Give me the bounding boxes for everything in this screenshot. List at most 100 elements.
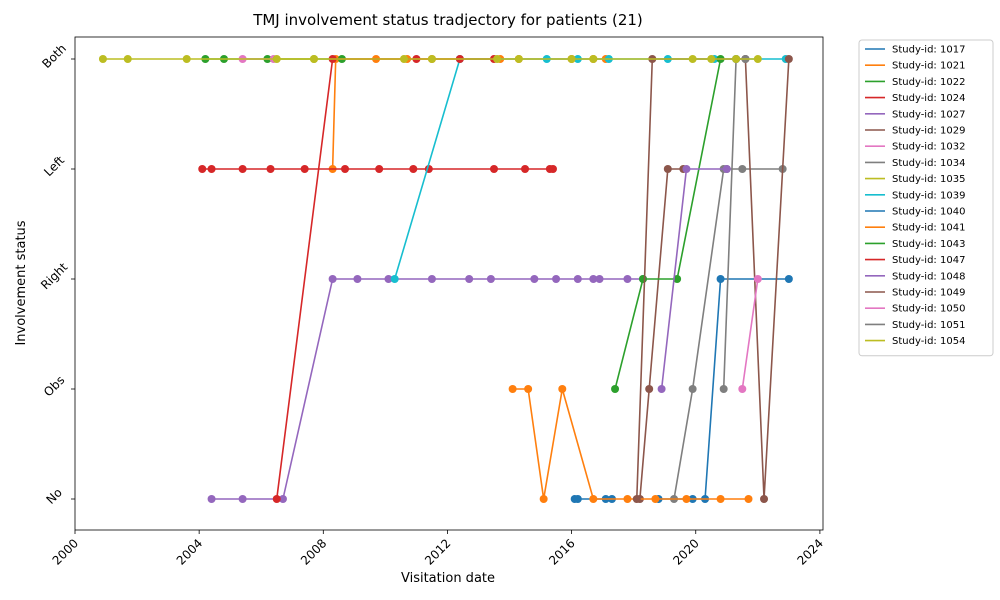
- data-point: [508, 385, 517, 393]
- series-1054: [98, 55, 762, 63]
- data-point: [784, 55, 793, 63]
- data-point: [558, 385, 567, 393]
- data-point: [760, 495, 769, 503]
- data-point: [300, 165, 309, 173]
- legend-label: Study-id: 1050: [892, 304, 965, 315]
- data-point: [530, 275, 539, 283]
- x-axis-title: Visitation date: [401, 571, 495, 586]
- data-point: [427, 275, 436, 283]
- legend-label: Study-id: 1047: [892, 255, 965, 266]
- data-point: [589, 275, 598, 283]
- data-point: [589, 495, 598, 503]
- data-point: [486, 275, 495, 283]
- data-point: [539, 495, 548, 503]
- data-point: [688, 385, 697, 393]
- data-point: [238, 165, 247, 173]
- legend-label: Study-id: 1043: [892, 239, 965, 250]
- data-point: [272, 495, 281, 503]
- legend-label: Study-id: 1048: [892, 271, 965, 282]
- data-point: [732, 55, 741, 63]
- data-point: [682, 165, 691, 173]
- data-point: [384, 275, 393, 283]
- legend-label: Study-id: 1035: [892, 174, 965, 185]
- legend-label: Study-id: 1040: [892, 207, 965, 218]
- series-layer: [98, 55, 793, 503]
- data-point: [198, 165, 207, 173]
- data-point: [567, 55, 576, 63]
- data-point: [548, 165, 557, 173]
- data-point: [309, 55, 318, 63]
- y-axis-title: Involvement status: [14, 220, 29, 345]
- data-point: [573, 495, 582, 503]
- legend-label: Study-id: 1032: [892, 142, 965, 153]
- data-point: [716, 495, 725, 503]
- data-point: [707, 55, 716, 63]
- series-1024: [198, 165, 557, 173]
- data-point: [328, 275, 337, 283]
- legend-label: Study-id: 1027: [892, 109, 965, 120]
- legend-label: Study-id: 1039: [892, 190, 965, 201]
- data-point: [744, 495, 753, 503]
- data-point: [611, 385, 620, 393]
- data-point: [722, 165, 731, 173]
- data-point: [341, 165, 350, 173]
- data-point: [638, 275, 647, 283]
- series-1048: [657, 165, 731, 393]
- data-point: [673, 275, 682, 283]
- data-point: [663, 165, 672, 173]
- legend-label: Study-id: 1024: [892, 93, 965, 104]
- legend-label: Study-id: 1051: [892, 320, 965, 331]
- data-point: [493, 55, 502, 63]
- data-point: [753, 55, 762, 63]
- data-point: [682, 495, 691, 503]
- data-point: [738, 385, 747, 393]
- series-1050: [738, 275, 762, 393]
- data-point: [753, 275, 762, 283]
- data-point: [465, 275, 474, 283]
- data-point: [266, 165, 275, 173]
- data-point: [552, 275, 561, 283]
- series-line: [741, 278, 759, 390]
- data-point: [521, 165, 530, 173]
- data-point: [409, 165, 418, 173]
- data-point: [623, 275, 632, 283]
- data-point: [427, 55, 436, 63]
- legend-label: Study-id: 1021: [892, 61, 965, 72]
- data-point: [738, 165, 747, 173]
- data-point: [719, 385, 728, 393]
- legend-label: Study-id: 1054: [892, 336, 965, 347]
- data-point: [278, 495, 287, 503]
- data-point: [390, 275, 399, 283]
- chart-title: TMJ involvement status tradjectory for p…: [252, 11, 643, 29]
- data-point: [524, 385, 533, 393]
- data-point: [353, 275, 362, 283]
- series-1027: [207, 275, 647, 503]
- legend-label: Study-id: 1022: [892, 77, 965, 88]
- series-line: [512, 388, 749, 500]
- data-point: [623, 495, 632, 503]
- data-point: [238, 495, 247, 503]
- data-point: [573, 275, 582, 283]
- data-point: [645, 385, 654, 393]
- data-point: [595, 275, 604, 283]
- data-point: [651, 495, 660, 503]
- data-point: [589, 55, 598, 63]
- data-point: [207, 495, 216, 503]
- data-point: [490, 165, 499, 173]
- data-point: [632, 495, 641, 503]
- legend-label: Study-id: 1041: [892, 223, 965, 234]
- legend: Study-id: 1017 Study-id: 1021 Study-id: 10…: [858, 39, 994, 357]
- data-point: [784, 275, 793, 283]
- legend-box: [858, 39, 994, 357]
- data-point: [688, 55, 697, 63]
- legend-label: Study-id: 1017: [892, 45, 965, 56]
- data-point: [657, 385, 666, 393]
- data-point: [716, 275, 725, 283]
- legend-label: Study-id: 1034: [892, 158, 965, 169]
- data-point: [399, 55, 408, 63]
- legend-label: Study-id: 1029: [892, 126, 965, 137]
- data-point: [98, 55, 107, 63]
- plot-frame: [74, 36, 824, 531]
